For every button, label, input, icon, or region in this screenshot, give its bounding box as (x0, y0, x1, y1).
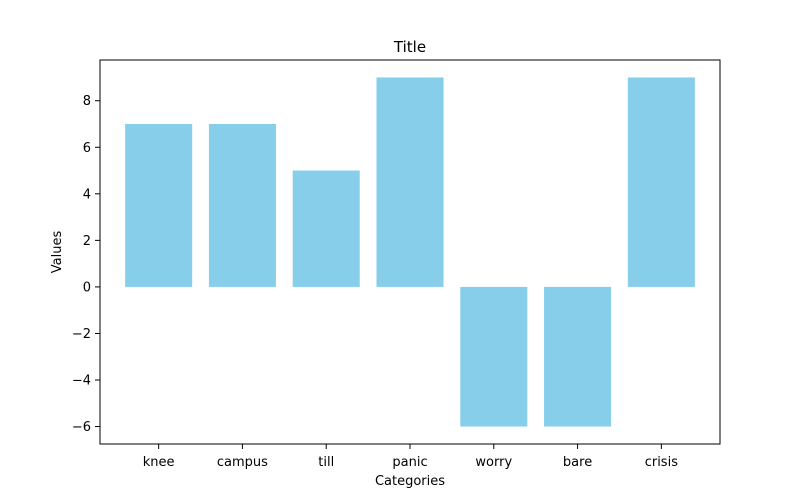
y-axis-label: Values (50, 231, 65, 274)
bar-knee (125, 124, 193, 287)
y-tick-label: 0 (83, 280, 91, 295)
bar-campus (208, 124, 276, 287)
y-tick-label: −2 (72, 327, 91, 342)
y-tick-label: −6 (72, 420, 91, 435)
x-tick-label: panic (392, 455, 427, 470)
y-tick-label: 6 (83, 141, 91, 156)
bar-panic (376, 77, 444, 287)
plot-frame (99, 59, 721, 445)
x-tick-label: worry (475, 455, 512, 470)
x-tick-label: knee (143, 455, 175, 470)
x-axis-ticks: knee campus till panic worry bare crisis (143, 444, 678, 470)
bar-till (292, 170, 360, 287)
y-tick-label: 4 (83, 187, 91, 202)
y-tick-label: 8 (83, 94, 91, 109)
x-tick-label: crisis (645, 455, 678, 470)
chart-title: Title (393, 38, 426, 56)
x-tick-label: till (318, 455, 334, 470)
x-axis-label: Categories (375, 474, 445, 489)
x-tick-label: bare (563, 455, 592, 470)
bar-bare (544, 286, 612, 427)
bar-worry (460, 286, 528, 427)
y-tick-label: 2 (83, 234, 91, 249)
y-tick-label: −4 (72, 374, 91, 389)
bar-crisis (627, 77, 695, 287)
y-axis-ticks: −6 −4 −2 0 2 4 6 8 (72, 94, 100, 435)
bars-group (125, 77, 695, 427)
x-tick-label: campus (217, 455, 268, 470)
